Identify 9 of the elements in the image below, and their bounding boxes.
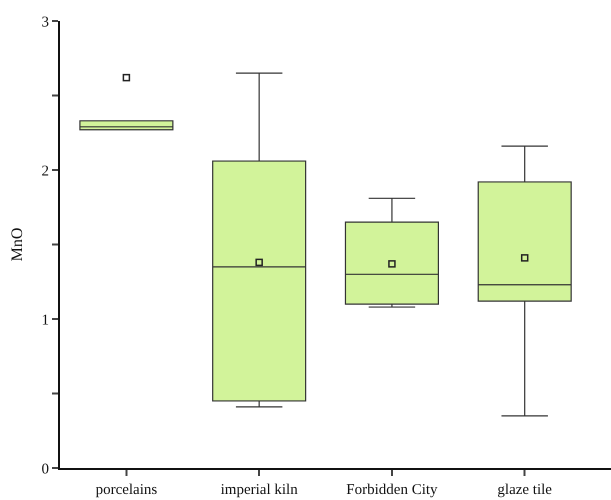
x-tick-label: Forbidden City bbox=[346, 482, 438, 498]
y-tick-label: 0 bbox=[42, 461, 49, 478]
y-tick-label: 2 bbox=[42, 163, 49, 180]
x-tick-label: imperial kiln bbox=[220, 482, 298, 498]
y-axis-title: MnO bbox=[8, 228, 26, 262]
y-tick-label: 3 bbox=[42, 14, 49, 30]
y-tick-label: 1 bbox=[42, 312, 49, 328]
x-tick-label: porcelains bbox=[96, 482, 158, 498]
x-tick-label: glaze tile bbox=[497, 482, 552, 498]
